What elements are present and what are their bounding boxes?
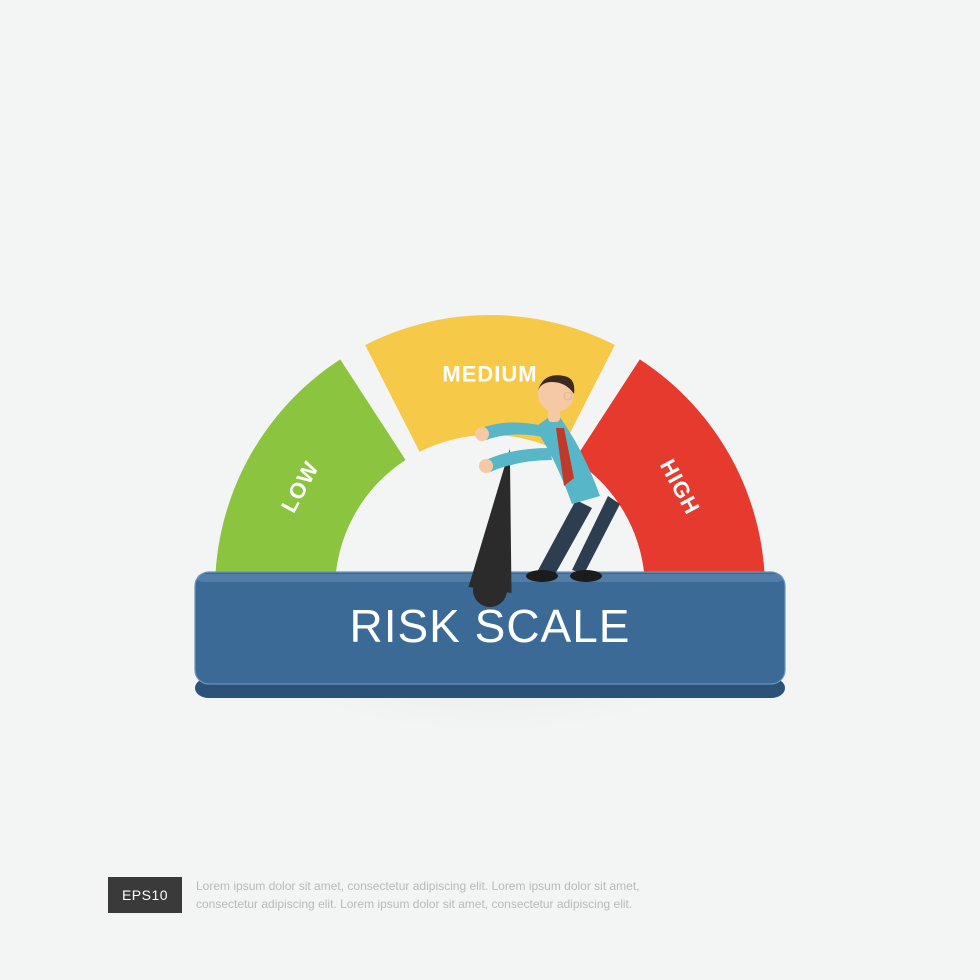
segment-label: MEDIUM (442, 361, 537, 386)
risk-gauge: LOWMEDIUMHIGHRISK SCALE (165, 285, 815, 756)
badge-text: EPS10 (122, 887, 168, 903)
canvas: LOWMEDIUMHIGHRISK SCALE EPS10 Lorem ipsu… (0, 0, 980, 980)
format-badge: EPS10 (108, 877, 182, 913)
gauge-title: RISK SCALE (350, 600, 631, 652)
gauge-container: LOWMEDIUMHIGHRISK SCALE (165, 285, 815, 761)
footer: EPS10 Lorem ipsum dolor sit amet, consec… (108, 877, 666, 914)
footer-text: Lorem ipsum dolor sit amet, consectetur … (196, 877, 666, 914)
